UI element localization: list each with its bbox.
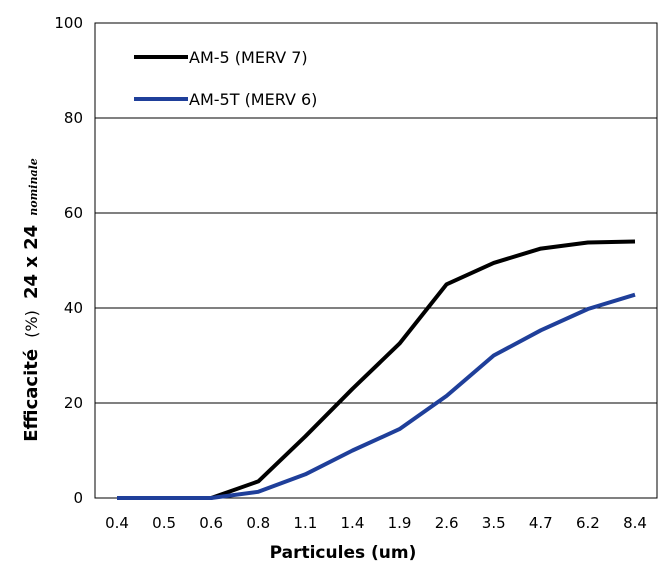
x-axis-label: Particules (um) xyxy=(270,543,417,563)
legend: AM-5 (MERV 7) AM-5T (MERV 6) xyxy=(134,48,317,109)
y-tick-label: 60 xyxy=(64,204,83,222)
x-tick-label: 1.4 xyxy=(341,514,365,532)
plot-area xyxy=(94,22,658,499)
x-tick-label: 6.2 xyxy=(576,514,600,532)
series-line-0 xyxy=(117,239,636,500)
series-line-1 xyxy=(117,292,636,500)
x-tick-label: 0.6 xyxy=(199,514,223,532)
x-tick-label: 1.1 xyxy=(293,514,317,532)
x-tick-label: 8.4 xyxy=(623,514,647,532)
y-tick-label: 40 xyxy=(64,299,83,317)
grid-lines xyxy=(95,117,657,404)
y-tick-label: 20 xyxy=(64,394,83,412)
x-tick-label: 4.7 xyxy=(529,514,553,532)
series-lines xyxy=(117,239,636,500)
y-axis-label: Efficacité (%) 24 x 24 nominale xyxy=(21,158,42,442)
x-tick-label: 1.9 xyxy=(388,514,412,532)
legend-label-am-5t: AM-5T (MERV 6) xyxy=(189,90,317,109)
y-axis-label-size: 24 x 24 xyxy=(21,225,42,299)
legend-label-am-5: AM-5 (MERV 7) xyxy=(189,48,308,67)
y-tick-label: 100 xyxy=(54,14,83,32)
y-tick-label: 80 xyxy=(64,109,83,127)
y-axis-label-main: Efficacité xyxy=(21,349,42,442)
x-tick-label: 2.6 xyxy=(435,514,459,532)
x-tick-label: 0.8 xyxy=(246,514,270,532)
x-tick-label: 3.5 xyxy=(482,514,506,532)
y-axis-ticks: 0 20 40 60 80 100 xyxy=(54,14,83,507)
y-axis-label-unit: (%) xyxy=(22,310,41,338)
y-axis-label-sub: nominale xyxy=(27,158,40,215)
x-axis-ticks: 0.4 0.5 0.6 0.8 1.1 1.4 1.9 2.6 3.5 4.7 6.2 8.4 xyxy=(105,514,647,532)
x-tick-label: 0.5 xyxy=(152,514,176,532)
y-tick-label: 0 xyxy=(73,489,83,507)
x-tick-label: 0.4 xyxy=(105,514,129,532)
